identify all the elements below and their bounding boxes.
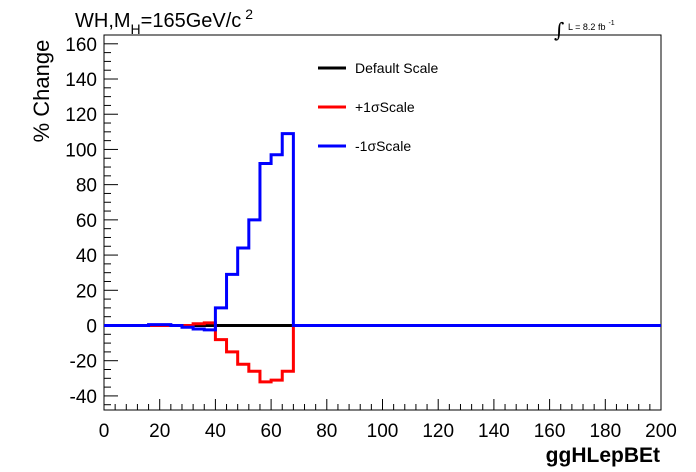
lumi-text: L = 8.2 fb <box>568 22 605 32</box>
y-tick-label: 40 <box>76 246 97 267</box>
legend-label-1: +1σScale <box>355 99 415 115</box>
x-tick-label: 0 <box>99 421 110 442</box>
title-rest: =165GeV/c <box>141 10 242 32</box>
plot-frame <box>103 34 662 411</box>
x-tick-label: 80 <box>316 421 337 442</box>
x-tick-label: 180 <box>589 421 621 442</box>
title-subscript: H <box>131 21 141 37</box>
y-tick-label: -40 <box>70 387 97 408</box>
lumi-label: L = 8.2 fb -1 <box>568 20 615 32</box>
y-tick-label: 160 <box>65 35 97 56</box>
x-tick-label: 60 <box>261 421 282 442</box>
x-axis-title: ggHLepBEt <box>546 444 660 467</box>
data-series <box>104 132 661 384</box>
y-tick-label: 100 <box>65 140 97 161</box>
title-main: WH,M <box>75 10 131 32</box>
y-tick-label: 120 <box>65 105 97 126</box>
x-tick-label: 100 <box>367 421 399 442</box>
lumi-integral-symbol: ∫ <box>554 18 564 42</box>
x-tick-label: 140 <box>478 421 510 442</box>
y-axis-title: % Change <box>29 40 54 143</box>
x-tick-label: 40 <box>205 421 226 442</box>
axis-ticks: 0 20 40 60 80 100 120 140 160 180 200 -40 -20 0 20 40 60… <box>65 34 677 442</box>
chart-title: WH,MH=165GeV/c 2 <box>75 6 253 37</box>
y-tick-label: -20 <box>70 352 97 373</box>
x-tick-label: 200 <box>645 421 677 442</box>
legend-label-0: Default Scale <box>355 60 438 76</box>
x-tick-label: 160 <box>534 421 566 442</box>
lumi-superscript: -1 <box>608 20 614 27</box>
legend: Default Scale +1σScale -1σScale <box>318 60 438 154</box>
y-tick-label: 80 <box>76 176 97 197</box>
legend-label-2: -1σScale <box>355 138 411 154</box>
y-tick-label: 60 <box>76 211 97 232</box>
title-superscript: 2 <box>245 6 253 22</box>
y-tick-label: 140 <box>65 70 97 91</box>
x-tick-label: 120 <box>422 421 454 442</box>
y-tick-label: 0 <box>86 316 97 337</box>
x-tick-label: 20 <box>149 421 170 442</box>
series-line-1 <box>104 321 661 384</box>
series-line-2 <box>104 132 661 332</box>
y-tick-label: 20 <box>76 281 97 302</box>
